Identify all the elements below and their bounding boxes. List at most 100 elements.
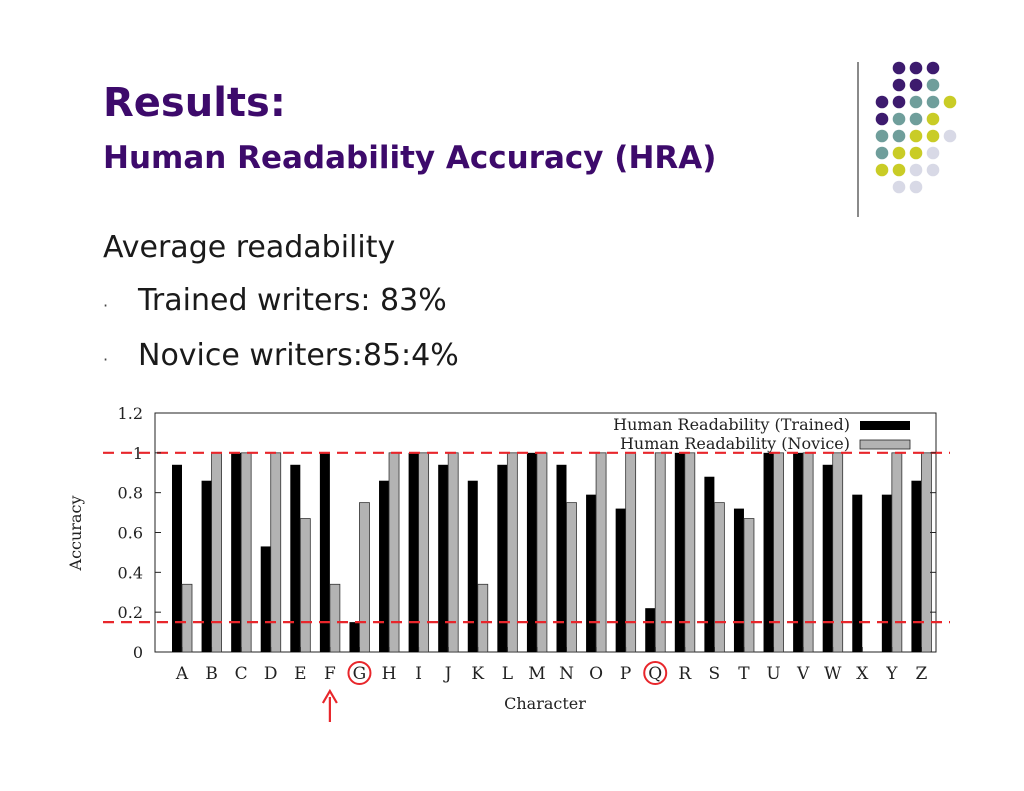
x-tick-label: O — [589, 664, 603, 684]
decorative-dot-grid — [875, 61, 957, 194]
x-tick-label: M — [528, 664, 545, 684]
bar-novice — [477, 583, 489, 653]
bar-novice — [743, 518, 755, 653]
decorative-dot — [909, 112, 923, 126]
decorative-dot — [892, 95, 906, 109]
slide-subtitle: Human Readability Accuracy (HRA) — [103, 140, 717, 176]
y-tick-label: 0.6 — [118, 524, 143, 543]
x-tick-label: L — [502, 664, 513, 684]
intro-text: Average readability — [103, 230, 396, 265]
x-tick-label: V — [796, 664, 810, 684]
bar-trained — [704, 476, 715, 652]
x-tick-label: H — [382, 664, 397, 684]
decorative-dot — [926, 95, 940, 109]
bar-trained — [201, 480, 212, 652]
decorative-dot — [875, 163, 889, 177]
y-tick-label: 1 — [133, 444, 143, 463]
decorative-dot — [892, 112, 906, 126]
x-axis-label: Character — [504, 694, 586, 713]
legend-label-trained: Human Readability (Trained) — [613, 415, 850, 434]
x-tick-label: X — [856, 664, 869, 684]
legend-swatch-trained — [860, 421, 910, 430]
bar-trained — [763, 452, 774, 652]
bar-novice — [654, 452, 666, 653]
bar-trained — [467, 480, 478, 652]
y-axis-label: Accuracy — [66, 496, 85, 572]
bullet-marker: · — [103, 296, 109, 315]
bar-novice — [566, 502, 577, 653]
bullet-novice: Novice writers:85:4% — [138, 338, 459, 373]
decorative-dot — [875, 95, 889, 109]
bar-novice — [329, 583, 341, 653]
bar-trained — [615, 508, 626, 652]
y-tick-label: 0.8 — [118, 484, 143, 503]
x-tick-label: F — [324, 664, 336, 684]
x-tick-label: P — [620, 664, 631, 684]
decorative-dot — [943, 95, 957, 109]
x-tick-label: Z — [916, 664, 928, 684]
x-tick-label: J — [443, 664, 452, 684]
bar-trained — [349, 622, 360, 652]
x-tick-label: C — [235, 664, 248, 684]
bar-trained — [290, 464, 301, 652]
legend-label-novice: Human Readability (Novice) — [620, 434, 850, 453]
x-tick-label: U — [766, 664, 780, 684]
bar-novice — [240, 452, 252, 653]
bar-trained — [526, 452, 537, 652]
x-tick-label: K — [471, 664, 484, 684]
decorative-dot — [892, 146, 906, 160]
decorative-dot — [892, 180, 906, 194]
decorative-dot — [926, 61, 940, 75]
decorative-dot — [892, 163, 906, 177]
decorative-dot — [875, 129, 889, 143]
x-tick-label: D — [264, 664, 278, 684]
x-tick-label: G — [353, 664, 367, 684]
decorative-dot — [926, 112, 940, 126]
bar-novice — [299, 518, 311, 653]
decorative-dot — [909, 61, 923, 75]
bar-trained — [231, 452, 242, 652]
x-tick-label: E — [294, 664, 306, 684]
bar-trained — [793, 452, 804, 652]
bar-trained — [408, 452, 419, 652]
bar-trained — [881, 494, 892, 652]
bar-novice — [921, 452, 932, 653]
decorative-dot — [892, 61, 906, 75]
bar-novice — [506, 452, 518, 653]
decorative-dot — [909, 129, 923, 143]
bar-trained — [379, 480, 390, 652]
bullet-trained: Trained writers: 83% — [138, 283, 447, 318]
highlight-circle — [347, 661, 372, 685]
bar-trained — [586, 494, 597, 652]
x-tick-label: Q — [648, 664, 662, 684]
bar-trained — [674, 452, 685, 652]
bar-trained — [852, 494, 863, 652]
bar-trained — [556, 464, 567, 652]
bar-trained — [438, 464, 449, 652]
bar-novice — [832, 452, 844, 653]
decorative-dot — [909, 163, 923, 177]
decorative-dot — [909, 95, 923, 109]
bar-trained — [822, 464, 833, 652]
highlight-circle — [643, 661, 668, 685]
decorative-dot — [892, 78, 906, 92]
decorative-dot — [926, 146, 940, 160]
bar-novice — [181, 583, 193, 653]
legend-swatch-novice — [859, 439, 911, 450]
slide-title: Results: — [103, 80, 286, 126]
decorative-dot — [909, 180, 923, 194]
y-tick-label: 0.4 — [118, 563, 143, 582]
x-tick-label: Y — [885, 664, 898, 684]
bar-trained — [911, 480, 922, 652]
bar-trained — [645, 608, 656, 652]
decorative-dot — [909, 78, 923, 92]
arrow-head — [321, 688, 338, 704]
bar-trained — [172, 464, 182, 652]
y-tick-label: 0.2 — [118, 603, 143, 622]
bar-novice — [359, 502, 370, 653]
bar-novice — [418, 452, 430, 653]
bullet-marker: · — [103, 350, 109, 369]
bar-trained — [319, 452, 330, 652]
y-tick-label: 0 — [133, 643, 143, 662]
